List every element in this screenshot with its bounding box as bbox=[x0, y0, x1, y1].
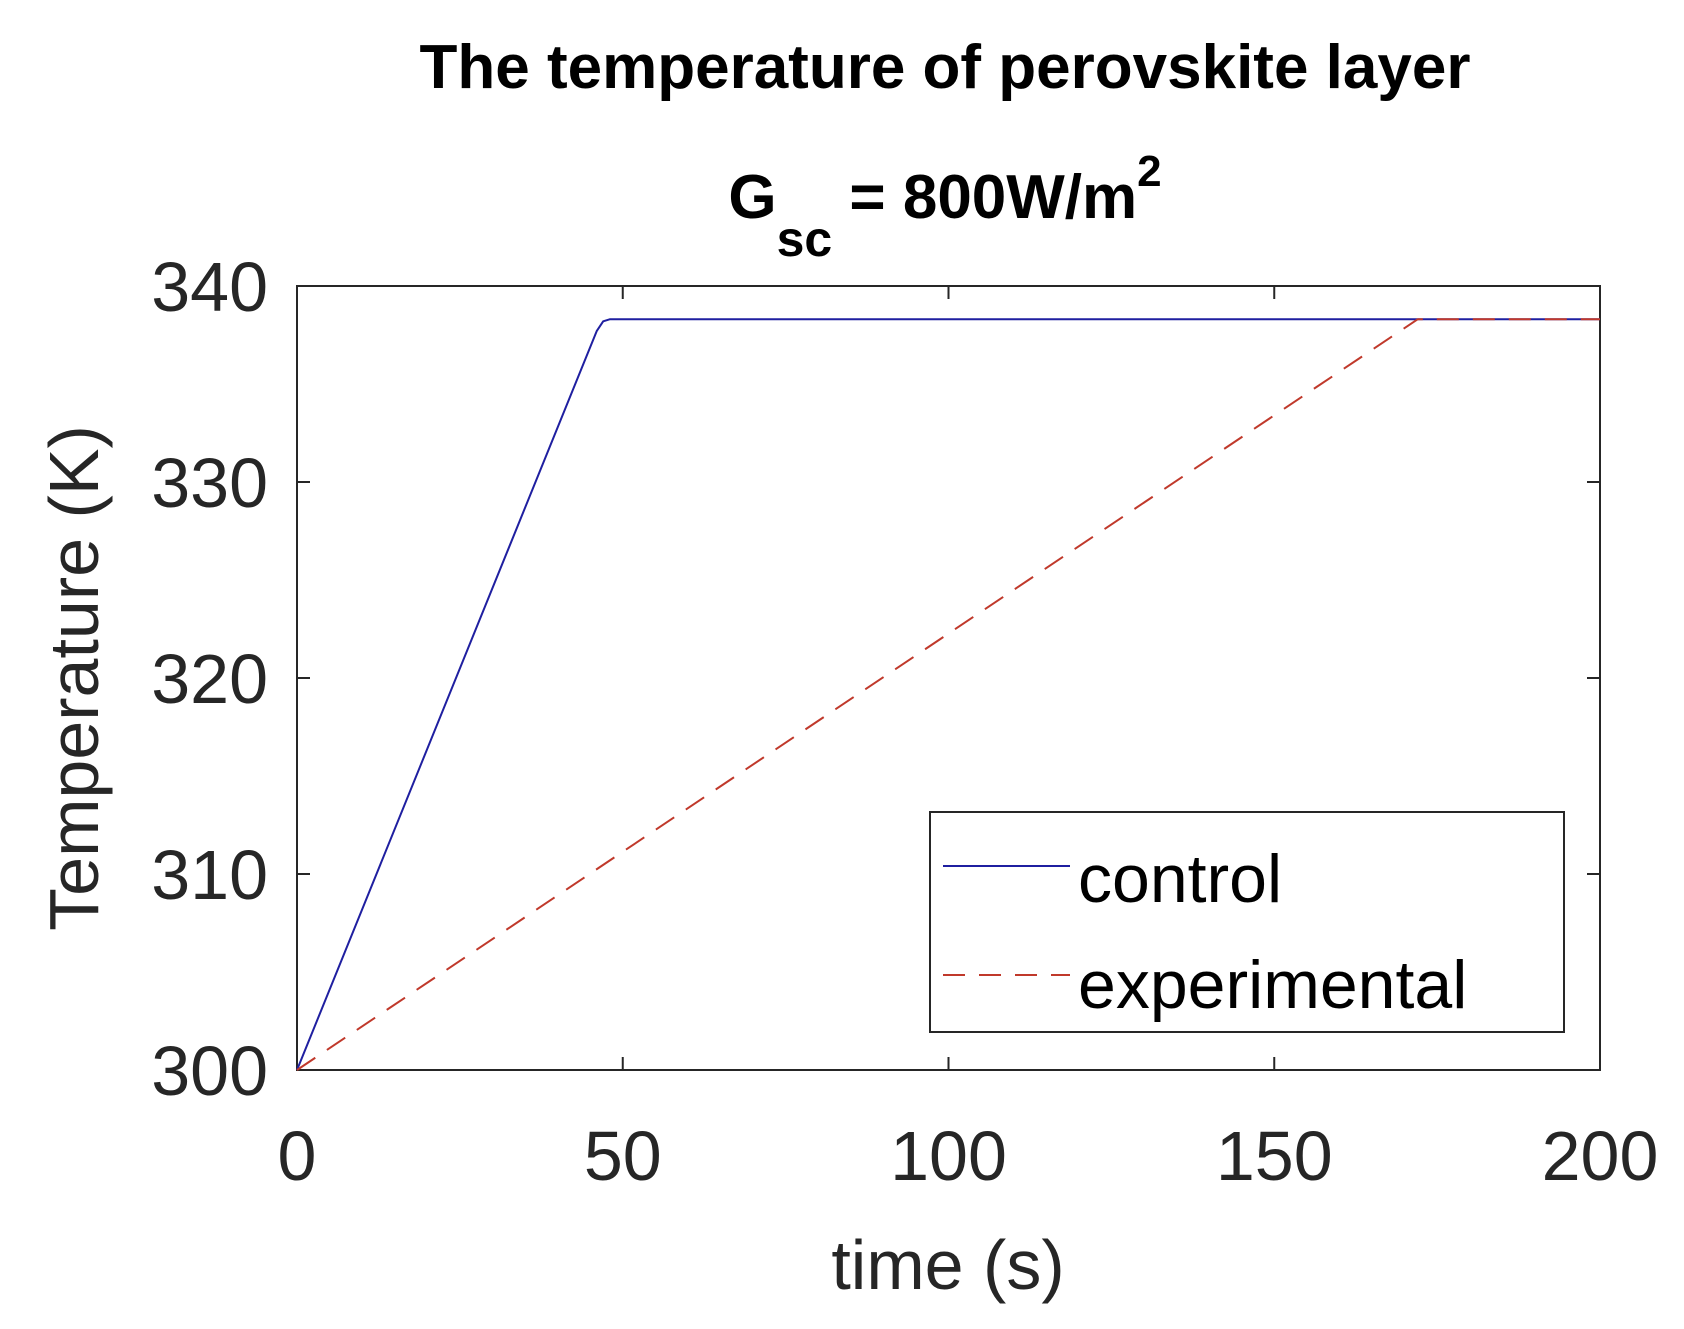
y-axis-label: Temperature (K) bbox=[35, 425, 113, 931]
x-tick-label: 200 bbox=[1542, 1117, 1659, 1195]
y-tick-label: 310 bbox=[151, 836, 268, 914]
chart-subtitle: Gsc = 800W/m2 bbox=[728, 147, 1161, 267]
x-tick-label: 100 bbox=[890, 1117, 1007, 1195]
series-layer bbox=[296, 318, 1600, 1071]
subtitle-main: G bbox=[728, 163, 776, 232]
legend-box bbox=[929, 811, 1565, 1033]
x-tick-label: 0 bbox=[278, 1117, 317, 1195]
x-axis-label: time (s) bbox=[831, 1226, 1064, 1304]
subtitle-superscript: 2 bbox=[1137, 147, 1161, 196]
y-axis-ticks: 300 310 320 330 340 bbox=[151, 248, 1600, 1110]
legend-label-experimental: experimental bbox=[1078, 947, 1467, 1023]
y-tick-label: 340 bbox=[151, 248, 268, 326]
legend: control experimental bbox=[929, 811, 1565, 1033]
x-tick-label: 150 bbox=[1216, 1117, 1333, 1195]
x-axis-ticks: 0 50 100 150 200 bbox=[278, 286, 1659, 1195]
subtitle-rest: = 800W/m bbox=[832, 163, 1137, 232]
subtitle-subscript: sc bbox=[777, 211, 833, 267]
chart-title: The temperature of perovskite layer bbox=[420, 33, 1471, 102]
y-tick-label: 300 bbox=[151, 1032, 268, 1110]
y-tick-label: 330 bbox=[151, 444, 268, 522]
series-line-experimental bbox=[296, 318, 1600, 1071]
x-tick-label: 50 bbox=[584, 1117, 662, 1195]
series-line-control bbox=[296, 318, 1600, 1071]
y-tick-label: 320 bbox=[151, 640, 268, 718]
legend-label-control: control bbox=[1078, 841, 1282, 917]
